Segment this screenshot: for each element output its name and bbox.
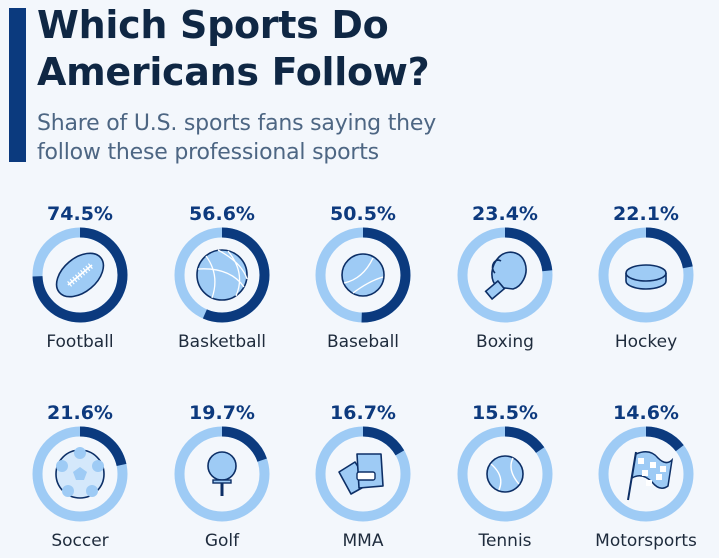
subtitle-line-1: Share of U.S. sports fans saying they xyxy=(37,111,437,136)
checkered-flag-icon xyxy=(627,451,674,501)
donut-tennis: 15.5% Tennis xyxy=(457,402,553,551)
subtitle: Share of U.S. sports fans saying they fo… xyxy=(37,109,436,167)
category-label: Hockey xyxy=(615,332,677,352)
value-label: 22.1% xyxy=(613,203,679,225)
value-label: 23.4% xyxy=(472,203,538,225)
donut-soccer: 21.6% Soccer xyxy=(32,402,128,551)
value-label: 15.5% xyxy=(472,402,538,424)
category-label: Soccer xyxy=(51,531,108,551)
donut-filled-arc xyxy=(202,227,270,323)
category-label: MMA xyxy=(343,531,384,551)
donut-filled-arc xyxy=(645,227,693,269)
title-line-1: Which Sports Do xyxy=(37,3,389,47)
value-label: 16.7% xyxy=(330,402,396,424)
value-label: 14.6% xyxy=(613,402,679,424)
tennis-ball-icon xyxy=(486,455,524,493)
golf-ball-icon xyxy=(207,451,237,496)
value-label: 21.6% xyxy=(47,402,113,424)
value-label: 19.7% xyxy=(189,402,255,424)
donut-golf: 19.7% Golf xyxy=(174,402,270,551)
donut-filled-arc xyxy=(79,426,127,467)
value-label: 56.6% xyxy=(189,203,255,225)
donut-hockey: 22.1% Hockey xyxy=(598,203,694,352)
subtitle-line-2: follow these professional sports xyxy=(37,140,379,165)
basketball-icon xyxy=(196,249,248,301)
category-label: Tennis xyxy=(477,531,531,551)
donut-filled-arc xyxy=(221,426,267,462)
accent-bar xyxy=(9,8,26,162)
category-label: Baseball xyxy=(327,332,399,352)
mma-gloves-icon xyxy=(338,453,384,495)
value-label: 50.5% xyxy=(330,203,396,225)
category-label: Boxing xyxy=(476,332,534,352)
baseball-icon xyxy=(341,253,385,297)
category-label: Football xyxy=(46,332,113,352)
donut-mma: 16.7% MMA xyxy=(315,402,411,551)
category-label: Motorsports xyxy=(595,531,697,551)
boxing-glove-icon xyxy=(484,251,527,301)
donut-filled-arc xyxy=(504,426,545,454)
hockey-puck-icon xyxy=(625,264,667,290)
category-label: Golf xyxy=(205,531,240,551)
donut-baseball: 50.5% Baseball xyxy=(315,203,411,352)
title-line-2: Americans Follow? xyxy=(37,50,430,94)
category-label: Basketball xyxy=(178,332,266,352)
value-label: 74.5% xyxy=(47,203,113,225)
soccer-ball-icon xyxy=(55,447,105,499)
donut-filled-arc xyxy=(362,426,405,456)
donut-boxing: 23.4% Boxing xyxy=(457,203,553,352)
donut-filled-arc xyxy=(645,426,684,452)
donut-motorsports: 14.6% Motorsports xyxy=(595,402,697,551)
football-icon xyxy=(55,252,105,298)
donut-basketball: 56.6% Basketball xyxy=(174,203,270,352)
donut-football: 74.5% Football xyxy=(32,203,128,352)
donut-filled-arc xyxy=(361,227,411,323)
donut-filled-arc xyxy=(504,227,553,272)
page-title: Which Sports Do Americans Follow? xyxy=(37,2,430,96)
donut-filled-arc xyxy=(32,227,128,323)
